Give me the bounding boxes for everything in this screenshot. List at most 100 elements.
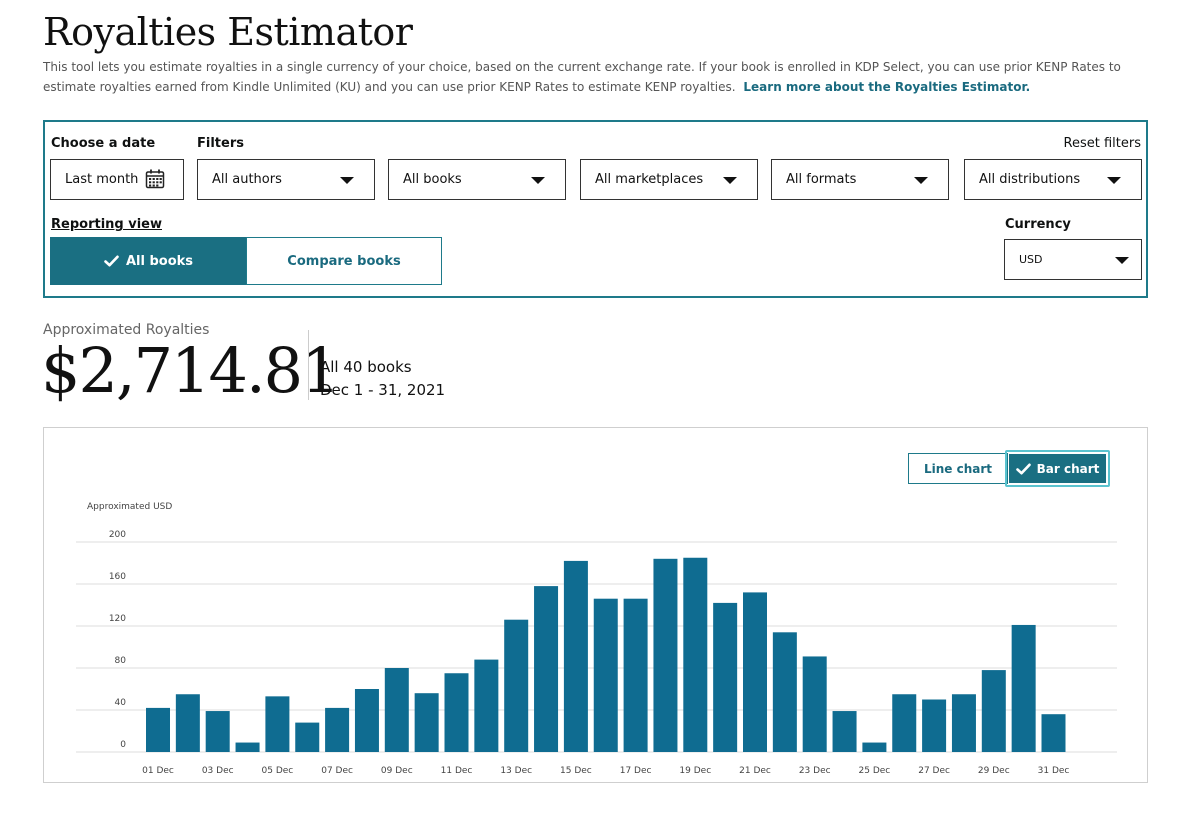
bar [772,632,797,752]
x-tick-label: 27 Dec [918,766,950,776]
books-count: All 40 books [320,358,412,376]
learn-more-link[interactable]: Learn more about the Royalties Estimator… [743,80,1031,94]
summary-divider [308,330,309,400]
bar [265,696,290,752]
bar [862,742,887,752]
bar [474,659,499,752]
compare-books-label: Compare books [287,253,401,269]
bar [922,699,947,752]
bar [981,670,1006,752]
page-title: Royalties Estimator [43,10,413,54]
x-tick-label: 13 Dec [500,766,532,776]
x-tick-label: 11 Dec [441,766,473,776]
bar [414,693,439,752]
x-tick-label: 31 Dec [1038,766,1070,776]
currency-label: Currency [1005,217,1071,232]
x-tick-label: 21 Dec [739,766,771,776]
bar [593,598,618,752]
bar [683,557,708,752]
currency-dropdown[interactable]: USD [1004,239,1142,280]
reporting-view-label[interactable]: Reporting view [51,217,162,232]
bar [354,689,379,752]
date-picker-value: Last month [65,172,139,187]
currency-dropdown-value: USD [1019,253,1043,266]
bar [623,598,648,752]
checkmark-icon [1015,463,1031,474]
bar [951,694,976,752]
y-tick-label: 120 [109,614,126,624]
formats-dropdown[interactable]: All formats [771,159,949,200]
caret-down-icon [1115,257,1129,264]
bar [205,711,230,752]
y-tick-label: 40 [115,698,127,708]
bar [175,694,200,752]
caret-down-icon [914,177,928,184]
date-picker[interactable]: Last month [50,159,184,200]
bar [1011,624,1036,752]
x-tick-label: 03 Dec [202,766,234,776]
y-tick-label: 80 [115,656,127,666]
filter-panel: Choose a date Filters Reset filters Last… [43,120,1148,298]
view-all-books-button[interactable]: All books [50,237,247,285]
bar [892,694,917,752]
royalties-label: Approximated Royalties [43,322,210,338]
bar [384,668,409,752]
x-tick-label: 01 Dec [142,766,174,776]
chart-panel: Approximated USD 0 40 80 120 160 200 01 Dec 03 D… [43,427,1148,783]
compare-books-button[interactable]: Compare books [246,237,442,285]
filters-label: Filters [197,136,244,151]
y-tick-label: 200 [109,530,126,540]
bar [235,742,260,752]
x-tick-label: 25 Dec [859,766,891,776]
reset-filters-link[interactable]: Reset filters [1063,136,1141,151]
distributions-dropdown-value: All distributions [979,172,1081,187]
bar [743,592,767,752]
marketplaces-dropdown[interactable]: All marketplaces [580,159,758,200]
x-tick-label: 05 Dec [262,766,294,776]
bar [802,656,827,752]
bar [146,707,170,752]
y-tick-label: 0 [120,740,126,750]
line-chart-label: Line chart [923,461,993,476]
bar-chart-button-inner: Bar chart [1009,454,1106,483]
x-tick-label: 17 Dec [620,766,652,776]
marketplaces-dropdown-value: All marketplaces [595,172,704,187]
view-all-books-label: All books [125,253,194,269]
bar [832,711,857,752]
checkmark-icon [104,255,119,267]
books-dropdown-value: All books [403,172,462,187]
caret-down-icon [340,177,354,184]
x-tick-label: 29 Dec [978,766,1010,776]
calendar-icon [145,169,165,189]
caret-down-icon [1107,177,1121,184]
bar [534,586,559,752]
bar [444,673,469,752]
bar [295,722,320,752]
bar [713,602,738,752]
intro-description: This tool lets you estimate royalties in… [43,60,1121,94]
bar-chart-label: Bar chart [1036,461,1100,476]
royalties-amount: $2,714.81 [41,334,341,407]
x-tick-label: 19 Dec [679,766,711,776]
formats-dropdown-value: All formats [786,172,857,187]
bar [504,619,529,752]
x-tick-label: 09 Dec [381,766,413,776]
authors-dropdown[interactable]: All authors [197,159,375,200]
bar [325,707,350,752]
bar [653,558,678,752]
distributions-dropdown[interactable]: All distributions [964,159,1142,200]
y-tick-label: 160 [109,572,126,582]
choose-date-label: Choose a date [51,136,156,151]
x-tick-label: 23 Dec [799,766,831,776]
x-tick-label: 15 Dec [560,766,592,776]
royalties-bar-chart: Approximated USD 0 40 80 120 160 200 01 Dec 03 D… [76,502,1117,776]
authors-dropdown-value: All authors [212,172,282,187]
line-chart-button[interactable]: Line chart [908,453,1008,484]
bar-chart-button[interactable]: Bar chart [1005,450,1110,487]
x-tick-label: 07 Dec [321,766,353,776]
intro-text: This tool lets you estimate royalties in… [43,57,1153,97]
books-dropdown[interactable]: All books [388,159,566,200]
date-range: Dec 1 - 31, 2021 [320,381,446,399]
y-axis-title: Approximated USD [87,502,172,512]
bar [1041,714,1066,752]
